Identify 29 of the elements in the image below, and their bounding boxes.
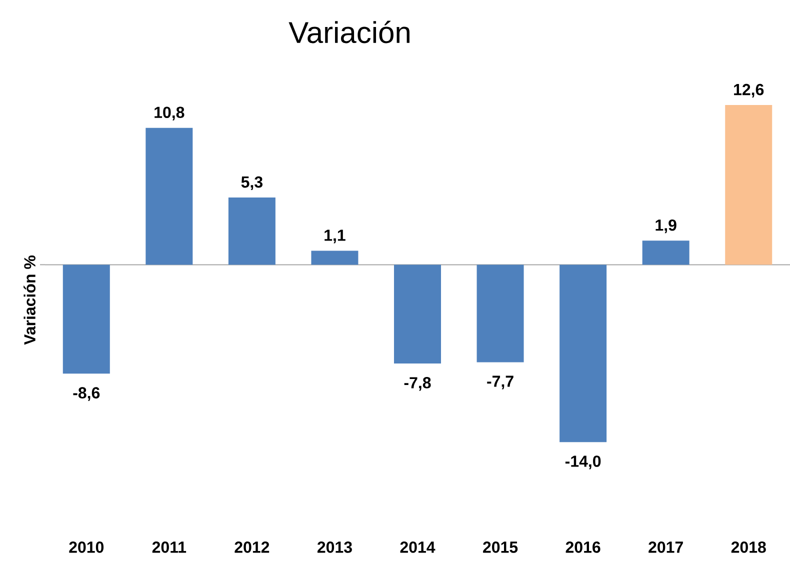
data-label: 1,9 <box>656 219 676 234</box>
x-tick-label: 2010 <box>69 542 104 553</box>
data-label: 10,8 <box>154 106 184 120</box>
data-label: -7,8 <box>404 377 431 391</box>
x-tick-label: 2013 <box>317 542 352 553</box>
bar <box>476 264 524 362</box>
bar <box>228 198 276 265</box>
bar <box>62 264 110 374</box>
y-axis-title: Variación % <box>24 256 36 345</box>
x-tick-label: 2018 <box>731 542 766 553</box>
data-label: 5,3 <box>241 176 262 190</box>
x-tick-label: 2011 <box>152 542 186 553</box>
x-tick-label: 2012 <box>234 542 270 553</box>
bar <box>146 128 193 265</box>
bar <box>311 250 358 265</box>
chart-title: Variación <box>288 20 410 44</box>
bar <box>642 240 690 265</box>
bar <box>725 105 772 265</box>
x-tick-label: 2017 <box>648 542 683 553</box>
x-tick-label: 2015 <box>483 542 518 553</box>
data-label: -7,7 <box>487 376 514 390</box>
data-label: -8,6 <box>73 387 100 401</box>
data-label: 1,1 <box>324 230 346 244</box>
data-label: 12,6 <box>734 84 764 98</box>
x-tick-label: 2016 <box>566 542 600 553</box>
data-label: -14,0 <box>565 456 601 470</box>
x-tick-label: 2014 <box>400 542 436 553</box>
bar <box>560 264 607 442</box>
bar <box>394 264 441 364</box>
